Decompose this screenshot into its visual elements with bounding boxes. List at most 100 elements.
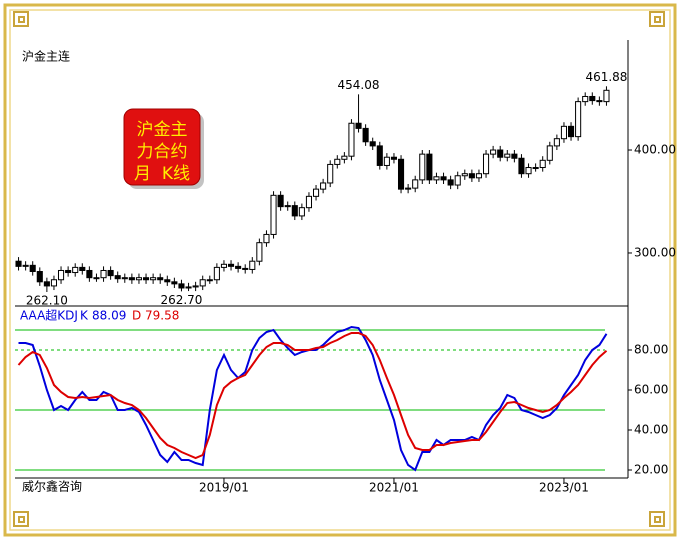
candle-body: [36, 271, 43, 283]
candle-body: [511, 153, 518, 159]
frame-corners: [13, 11, 665, 527]
candle-body: [390, 156, 398, 160]
candle-body: [192, 285, 199, 288]
candle-body: [79, 266, 86, 271]
candle-body: [150, 277, 157, 281]
candle-body: [256, 242, 263, 262]
candle-body: [72, 266, 79, 274]
badge-text: 力合约: [137, 142, 188, 162]
candle-body: [341, 155, 348, 160]
candle-body: [447, 179, 454, 186]
x-tick-label: 2021/01: [369, 481, 419, 495]
candle-body: [50, 279, 58, 287]
candle-body: [164, 279, 171, 283]
legend-k-value: 88.09: [92, 309, 126, 323]
candle-body: [65, 269, 72, 274]
candle-body: [135, 277, 143, 281]
candle-body: [29, 264, 36, 273]
price-annotation: 461.88: [585, 70, 627, 84]
candle-body: [532, 167, 539, 170]
candle-body: [475, 173, 483, 179]
indicator-title: AAA超KDJ: [20, 308, 78, 323]
candle-body: [546, 145, 553, 161]
candle-body: [206, 279, 213, 282]
candle-body: [334, 158, 341, 165]
candle-body: [433, 176, 440, 181]
price-annotation: 262.10: [26, 293, 68, 307]
candle-body: [277, 194, 284, 208]
legend-d-value: 79.58: [145, 309, 179, 323]
price-annotation: 262.70: [160, 293, 202, 307]
candle-body: [242, 267, 249, 270]
candle-body: [553, 138, 560, 147]
candle-body: [582, 95, 589, 103]
candle-body: [461, 173, 468, 177]
y-tick-label: 40.00: [634, 423, 668, 437]
candle-body: [355, 122, 362, 129]
y-tick-label: 60.00: [634, 383, 668, 397]
candle-body: [86, 269, 93, 279]
legend-k-name: K: [80, 309, 89, 323]
candle-body: [284, 205, 291, 208]
candle-body: [142, 277, 150, 281]
candle-body: [603, 89, 610, 103]
candle-body: [482, 153, 490, 175]
candle-body: [327, 163, 334, 184]
axes: [15, 40, 629, 479]
candle-body: [171, 281, 178, 285]
candle-body: [376, 145, 383, 166]
candle-body: [107, 269, 114, 277]
candle-body: [121, 277, 128, 280]
candle-body: [199, 279, 206, 287]
candle-body: [263, 233, 270, 244]
candle-body: [128, 277, 135, 281]
candle-body: [348, 122, 355, 157]
candle-body: [157, 277, 164, 281]
candle-body: [454, 175, 461, 186]
y-tick-label: 80.00: [634, 343, 668, 357]
y-tick-label: 20.00: [634, 463, 668, 477]
badge-text: 月 K线: [134, 164, 190, 184]
candle-body: [57, 269, 65, 281]
candle-body: [567, 125, 575, 138]
candle-body: [15, 260, 22, 267]
price-annotation: 454.08: [338, 78, 380, 92]
candle-body: [497, 149, 504, 158]
candle-body: [213, 266, 220, 281]
candle-body: [249, 260, 256, 270]
candle-body: [114, 275, 121, 280]
candle-body: [575, 101, 582, 138]
candle-body: [468, 173, 475, 179]
candle-body: [412, 179, 419, 189]
y-tick-label: 300.00: [634, 245, 676, 259]
candle-body: [490, 149, 497, 155]
candle-body: [312, 188, 320, 197]
chart-title: 沪金主连: [22, 49, 70, 64]
candle-body: [22, 264, 29, 267]
x-tick-label: 2023/01: [539, 481, 589, 495]
candle-body: [539, 159, 546, 169]
candle-body: [320, 182, 327, 190]
candle-body: [419, 153, 426, 181]
badge-text: 沪金主: [137, 120, 188, 140]
candle-body: [305, 195, 313, 209]
x-tick-label: 2019/01: [199, 481, 249, 495]
candle-body: [227, 263, 235, 267]
candle-body: [298, 207, 305, 217]
candle-body: [93, 277, 100, 280]
candle-body: [405, 187, 412, 190]
candle-body: [589, 95, 596, 102]
y-tick-label: 400.00: [634, 143, 676, 157]
candle-body: [426, 153, 433, 181]
candle-body: [270, 194, 277, 235]
source-label: 威尔鑫咨询: [22, 479, 82, 494]
candle-body: [369, 141, 376, 147]
candle-body: [397, 158, 405, 190]
candle-body: [596, 100, 603, 103]
candle-body: [178, 283, 185, 289]
candle-body: [43, 281, 50, 287]
frame: [3, 3, 677, 537]
candle-body: [560, 125, 568, 140]
